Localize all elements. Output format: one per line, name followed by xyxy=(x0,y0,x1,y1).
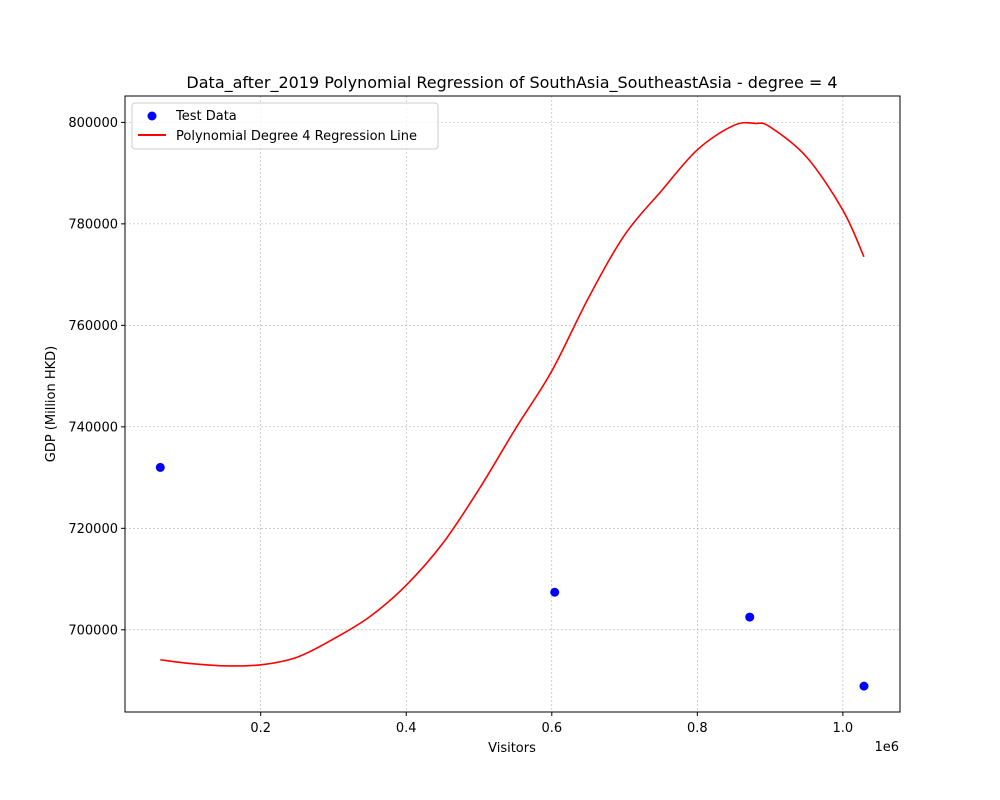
x-tick-label: 1.0 xyxy=(833,721,854,736)
y-tick-label: 800000 xyxy=(68,116,118,131)
ticks: 0.2 0.4 0.6 0.8 1.0 700000 720000 740000 760000 7… xyxy=(68,116,853,736)
x-tick-label: 0.4 xyxy=(396,721,417,736)
y-tick-label: 720000 xyxy=(68,522,118,537)
test-data-point xyxy=(550,587,560,597)
test-data-point xyxy=(859,681,869,691)
y-tick-label: 780000 xyxy=(68,217,118,232)
plot-frame xyxy=(124,95,901,713)
y-tick-label: 700000 xyxy=(68,623,118,638)
legend-scatter-marker xyxy=(147,111,157,121)
chart-title: Data_after_2019 Polynomial Regression of… xyxy=(186,73,837,93)
x-tick-label: 0.6 xyxy=(541,721,562,736)
legend-label-test-data: Test Data xyxy=(175,109,237,124)
y-tick-label: 740000 xyxy=(68,420,118,435)
test-data-point xyxy=(745,612,755,622)
x-axis-label: Visitors xyxy=(488,741,536,756)
x-axis-offset-label: 1e6 xyxy=(874,740,899,755)
y-axis-label: GDP (Million HKD) xyxy=(44,346,59,463)
legend-box xyxy=(131,102,439,150)
regression-line xyxy=(160,121,865,667)
x-tick-label: 0.2 xyxy=(250,721,271,736)
legend-label-regression-line: Polynomial Degree 4 Regression Line xyxy=(176,129,417,144)
regression-line-layer xyxy=(160,121,865,667)
y-tick-label: 760000 xyxy=(68,319,118,334)
scatter-points-layer xyxy=(155,462,869,691)
legend: Test Data Polynomial Degree 4 Regression… xyxy=(131,102,439,150)
test-data-point xyxy=(155,462,165,472)
x-tick-label: 0.8 xyxy=(687,721,708,736)
